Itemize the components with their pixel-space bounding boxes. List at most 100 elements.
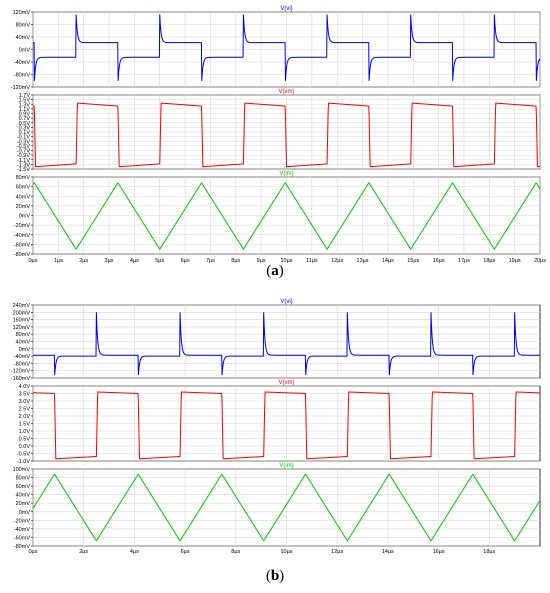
y-tick-label: -80mV	[14, 73, 31, 79]
y-tick-label: 1.5V	[19, 98, 31, 104]
y-tick-label: -20mV	[14, 518, 31, 524]
y-tick-label: 0mV	[19, 214, 31, 220]
y-tick-label: -20mV	[14, 223, 31, 229]
caption-b: (b)	[265, 568, 285, 584]
x-tick-label: 1µs	[54, 258, 63, 264]
y-tick-label: 60mV	[16, 484, 31, 490]
x-tick-label: 19µs	[509, 258, 521, 264]
y-tick-label: -0.5V	[17, 452, 30, 458]
x-tick-label: 10µs	[280, 549, 292, 555]
series-name: V(vm)	[279, 89, 295, 95]
y-tick-label: 20mV	[16, 204, 31, 210]
y-tick-label: 1.3V	[19, 102, 31, 108]
x-tick-label: 0µs	[29, 549, 38, 555]
series-line	[32, 182, 541, 251]
y-tick-label: 40mV	[16, 194, 31, 200]
x-tick-label: 11µs	[306, 258, 318, 264]
y-tick-label: -1.0V	[17, 459, 30, 465]
plot-a-vvm: 1.7V1.5V1.3V1.1V0.9V0.7V0.5V0.3V0.1V-0.1…	[17, 89, 541, 173]
y-tick-label: -60mV	[14, 535, 31, 541]
x-tick-label: 5µs	[155, 258, 164, 264]
x-tick-label: 16µs	[433, 258, 445, 264]
plot-b-vvm: 4.0V 3.5V3.0V 2.5V2.0V 1.5V1.0V 0.5V0.0V -0.5…	[17, 380, 541, 465]
y-tick-label: -0.9V	[17, 153, 30, 159]
y-tick-label: 0mV	[19, 347, 31, 353]
y-tick-label: -1.3V	[17, 162, 30, 168]
y-tick-label: -0.1V	[17, 135, 30, 141]
y-tick-label: 1.7V	[19, 93, 31, 99]
x-tick-label: 13µs	[357, 258, 369, 264]
y-tick-label: -0.7V	[17, 149, 30, 155]
y-tick-label: 0mV	[19, 510, 31, 516]
x-tick-label: 18µs	[483, 258, 495, 264]
x-tick-label: 7µs	[206, 258, 215, 264]
x-tick-label: 9µs	[257, 258, 266, 264]
x-axis-a: 0µs 1µs 2µs 3µs 4µs 5µs 6µs 7µs 8µs 9µs 10µs 11µs 12…	[29, 258, 547, 264]
y-tick-label: 0.0V	[19, 444, 31, 450]
y-tick-label: -0.5V	[17, 144, 30, 150]
y-tick-label: -160mV	[11, 376, 31, 382]
plot-b-vim: 100mV 80mV 60mV 40mV 20mV 0mV -20mV -40mV -60mV -…	[13, 463, 541, 550]
y-tick-label: 0.5V	[19, 437, 31, 443]
y-tick-label: 2.0V	[19, 414, 31, 420]
y-tick-label: 0mV	[19, 48, 31, 54]
y-tick-label: -120mV	[11, 369, 31, 375]
x-tick-label: 2µs	[79, 258, 88, 264]
series-line	[32, 473, 541, 542]
plot-a-vim: 80mV 60mV 40mV 20mV 0mV -20mV -40mV -60mV -80mV V…	[14, 171, 541, 258]
y-tick-label: 3.0V	[19, 399, 31, 405]
x-tick-label: 8µs	[231, 258, 240, 264]
x-tick-label: 6µs	[181, 549, 190, 555]
y-tick-label: 160mV	[13, 318, 31, 324]
y-tick-label: -80mV	[14, 252, 31, 258]
caption-a: (a)	[266, 263, 284, 279]
x-tick-label: 12µs	[331, 258, 343, 264]
y-tick-label: -80mV	[14, 544, 31, 550]
y-tick-label: -40mV	[14, 233, 31, 239]
y-tick-label: -0.3V	[17, 139, 30, 145]
y-tick-label: 3.5V	[19, 392, 31, 398]
x-tick-label: 17µs	[458, 258, 470, 264]
y-tick-label: 0.1V	[19, 130, 31, 136]
x-tick-label: 14µs	[382, 258, 394, 264]
y-tick-label: 0.9V	[19, 112, 31, 118]
x-tick-label: 16µs	[433, 549, 445, 555]
y-tick-label: -80mV	[14, 361, 31, 367]
x-tick-label: 4µs	[130, 549, 139, 555]
caption-a-letter: a	[271, 263, 279, 279]
series-name: V(vi)	[280, 299, 292, 305]
x-tick-label: 8µs	[231, 549, 240, 555]
y-tick-label: 200mV	[13, 310, 31, 316]
y-tick-label: -60mV	[14, 242, 31, 248]
y-tick-label: 4.0V	[19, 384, 31, 390]
series-line	[33, 312, 540, 376]
y-tick-label: 240mV	[13, 303, 31, 309]
y-tick-label: 60mV	[16, 185, 31, 191]
y-tick-label: 1.5V	[19, 422, 31, 428]
x-tick-label: 15µs	[407, 258, 419, 264]
series-line	[32, 102, 541, 168]
y-tick-label: 120mV	[13, 325, 31, 331]
y-tick-label: 100mV	[13, 467, 31, 473]
y-tick-label: 80mV	[16, 23, 31, 29]
y-tick-label: 0.5V	[19, 121, 31, 127]
x-tick-label: 4µs	[130, 258, 139, 264]
x-tick-label: 6µs	[181, 258, 190, 264]
y-tick-label: 40mV	[16, 493, 31, 499]
y-tick-label: -40mV	[14, 354, 31, 360]
caption-b-letter: b	[270, 568, 280, 584]
x-tick-label: 3µs	[105, 258, 114, 264]
x-axis-b: 0µs 2µs 4µs 6µs 8µs 10µs 12µs 14µs 16µs 18µs	[29, 549, 496, 555]
x-tick-label: 2µs	[79, 549, 88, 555]
y-tick-label: 80mV	[16, 332, 31, 338]
y-tick-label: 0.3V	[19, 125, 31, 131]
x-tick-label: 14µs	[382, 549, 394, 555]
y-tick-label: 40mV	[16, 35, 31, 41]
x-tick-label: 12µs	[331, 549, 343, 555]
x-tick-label: 0µs	[29, 258, 38, 264]
y-tick-label: -120mV	[11, 85, 31, 91]
y-tick-label: -40mV	[14, 527, 31, 533]
y-tick-label: 80mV	[16, 476, 31, 482]
